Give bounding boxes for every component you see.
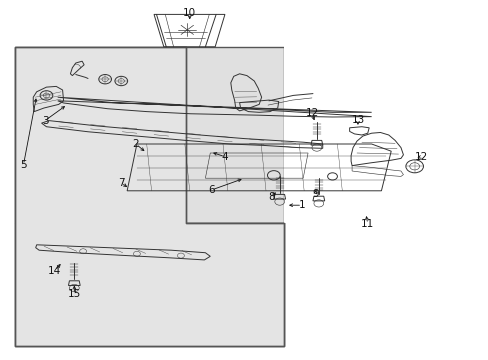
Text: 11: 11 xyxy=(360,219,374,229)
Text: 1: 1 xyxy=(298,200,305,210)
Text: 2: 2 xyxy=(132,139,139,149)
FancyBboxPatch shape xyxy=(283,29,307,223)
Text: 6: 6 xyxy=(207,185,214,195)
Text: 7: 7 xyxy=(118,178,124,188)
FancyBboxPatch shape xyxy=(15,47,283,223)
Polygon shape xyxy=(15,47,283,346)
Text: 12: 12 xyxy=(305,108,318,118)
Text: 15: 15 xyxy=(67,289,81,299)
Text: 9: 9 xyxy=(311,189,318,199)
FancyBboxPatch shape xyxy=(15,223,283,346)
Text: 8: 8 xyxy=(268,192,275,202)
Text: 5: 5 xyxy=(20,160,27,170)
Text: 13: 13 xyxy=(350,114,364,125)
Text: 14: 14 xyxy=(48,266,61,276)
Text: 4: 4 xyxy=(221,152,228,162)
Text: 10: 10 xyxy=(183,8,196,18)
Text: 12: 12 xyxy=(414,152,427,162)
Text: 3: 3 xyxy=(41,116,48,126)
